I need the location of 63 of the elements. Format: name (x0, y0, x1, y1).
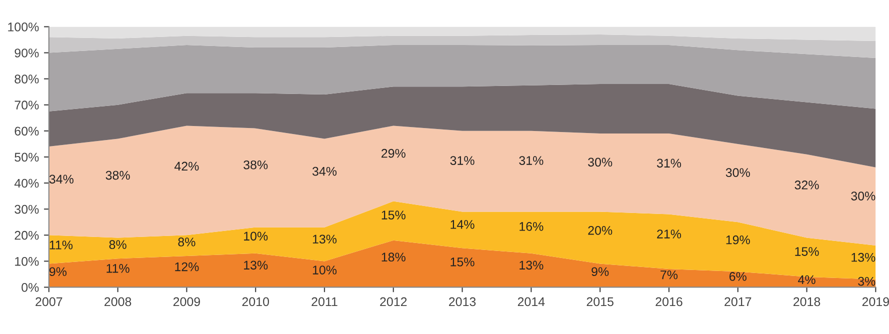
data-label: 15% (450, 258, 474, 266)
x-tick-label: 2009 (173, 297, 200, 306)
data-label: 30% (588, 158, 612, 167)
data-label: 19% (726, 235, 750, 244)
data-label: 15% (382, 210, 406, 220)
y-tick-label: 60% (14, 126, 39, 136)
data-label: 9% (49, 267, 67, 276)
data-label: 18% (382, 252, 406, 262)
x-tick-label: 2017 (724, 297, 752, 306)
data-label: 16% (520, 222, 544, 231)
y-tick-label: 10% (15, 256, 39, 266)
data-label: 31% (656, 158, 682, 168)
data-label: 9% (592, 267, 609, 276)
data-label: 30% (726, 168, 750, 178)
data-label: 10% (244, 232, 268, 241)
data-label: 32% (794, 180, 819, 190)
data-label: 3% (858, 276, 876, 286)
data-label: 14% (450, 220, 474, 229)
data-label: 31% (519, 156, 544, 165)
data-label: 15% (795, 247, 819, 256)
x-tick-label: 2013 (449, 297, 476, 306)
x-tick-label: 2014 (518, 297, 545, 306)
x-tick-label: 2011 (312, 297, 338, 306)
data-label: 4% (798, 275, 816, 284)
data-label: 30% (851, 192, 876, 200)
x-tick-label: 2015 (586, 297, 614, 306)
data-label: 20% (588, 226, 612, 235)
y-tick-label: 30% (14, 204, 39, 214)
data-label: 8% (109, 240, 126, 250)
data-label: 12% (175, 262, 199, 272)
data-label: 34% (312, 166, 337, 176)
data-label: 38% (244, 160, 268, 170)
y-tick-label: 70% (14, 100, 39, 110)
y-tick-label: 100% (8, 22, 39, 32)
data-label: 29% (382, 148, 406, 158)
data-label: 6% (729, 272, 746, 281)
data-label: 13% (520, 260, 544, 270)
data-label: 7% (660, 270, 678, 280)
x-tick-label: 2018 (793, 297, 820, 306)
y-tick-label: 50% (14, 152, 39, 162)
data-label: 34% (49, 174, 74, 184)
y-tick-label: 90% (14, 48, 39, 58)
x-tick-label: 2012 (380, 297, 407, 306)
data-label: 10% (312, 266, 337, 274)
y-tick-label: 0% (22, 283, 39, 292)
data-label: 38% (106, 170, 130, 180)
x-tick-label: 2008 (104, 297, 132, 306)
data-label: 21% (657, 230, 682, 238)
data-label: 13% (852, 252, 876, 262)
y-tick-label: 40% (14, 178, 39, 188)
x-tick-label: 2019 (862, 297, 889, 306)
data-label: 13% (312, 234, 337, 244)
data-label: 8% (178, 238, 196, 246)
data-label: 31% (450, 156, 474, 165)
data-label: 11% (106, 264, 130, 273)
y-tick-label: 80% (14, 74, 39, 84)
y-tick-label: 20% (14, 230, 39, 240)
x-tick-label: 2010 (242, 297, 270, 306)
data-label: 42% (174, 162, 199, 171)
data-label: 11% (50, 240, 73, 250)
x-tick-label: 2016 (656, 297, 682, 306)
data-label: 13% (244, 260, 268, 270)
x-tick-label: 2007 (36, 297, 62, 306)
